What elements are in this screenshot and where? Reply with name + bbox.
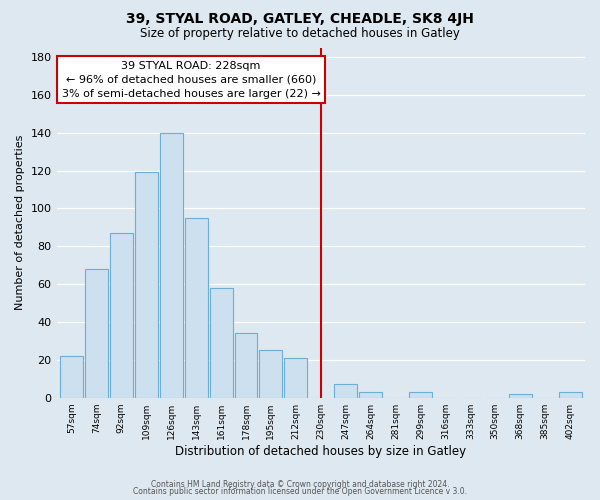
Text: Contains HM Land Registry data © Crown copyright and database right 2024.: Contains HM Land Registry data © Crown c… xyxy=(151,480,449,489)
Bar xyxy=(85,269,108,398)
X-axis label: Distribution of detached houses by size in Gatley: Distribution of detached houses by size … xyxy=(175,444,466,458)
Bar xyxy=(409,392,432,398)
Bar xyxy=(60,356,83,398)
Text: 39 STYAL ROAD: 228sqm
← 96% of detached houses are smaller (660)
3% of semi-deta: 39 STYAL ROAD: 228sqm ← 96% of detached … xyxy=(62,61,320,99)
Bar xyxy=(235,334,257,398)
Text: Contains public sector information licensed under the Open Government Licence v : Contains public sector information licen… xyxy=(133,487,467,496)
Bar xyxy=(334,384,357,398)
Bar xyxy=(185,218,208,398)
Text: 39, STYAL ROAD, GATLEY, CHEADLE, SK8 4JH: 39, STYAL ROAD, GATLEY, CHEADLE, SK8 4JH xyxy=(126,12,474,26)
Bar xyxy=(160,132,182,398)
Bar xyxy=(359,392,382,398)
Bar xyxy=(284,358,307,398)
Bar xyxy=(509,394,532,398)
Bar xyxy=(559,392,581,398)
Y-axis label: Number of detached properties: Number of detached properties xyxy=(15,135,25,310)
Text: Size of property relative to detached houses in Gatley: Size of property relative to detached ho… xyxy=(140,28,460,40)
Bar xyxy=(110,233,133,398)
Bar xyxy=(209,288,233,398)
Bar xyxy=(135,172,158,398)
Bar xyxy=(259,350,283,398)
